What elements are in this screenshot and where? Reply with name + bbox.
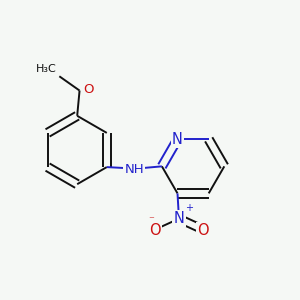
Text: O: O <box>197 223 209 238</box>
Text: N: N <box>172 132 183 147</box>
Text: N: N <box>173 211 184 226</box>
Text: NH: NH <box>124 163 144 176</box>
Text: O: O <box>83 82 94 96</box>
Text: O: O <box>149 223 161 238</box>
Text: ⁻: ⁻ <box>149 215 155 225</box>
Text: H₃C: H₃C <box>36 64 57 74</box>
Text: +: + <box>185 203 194 213</box>
